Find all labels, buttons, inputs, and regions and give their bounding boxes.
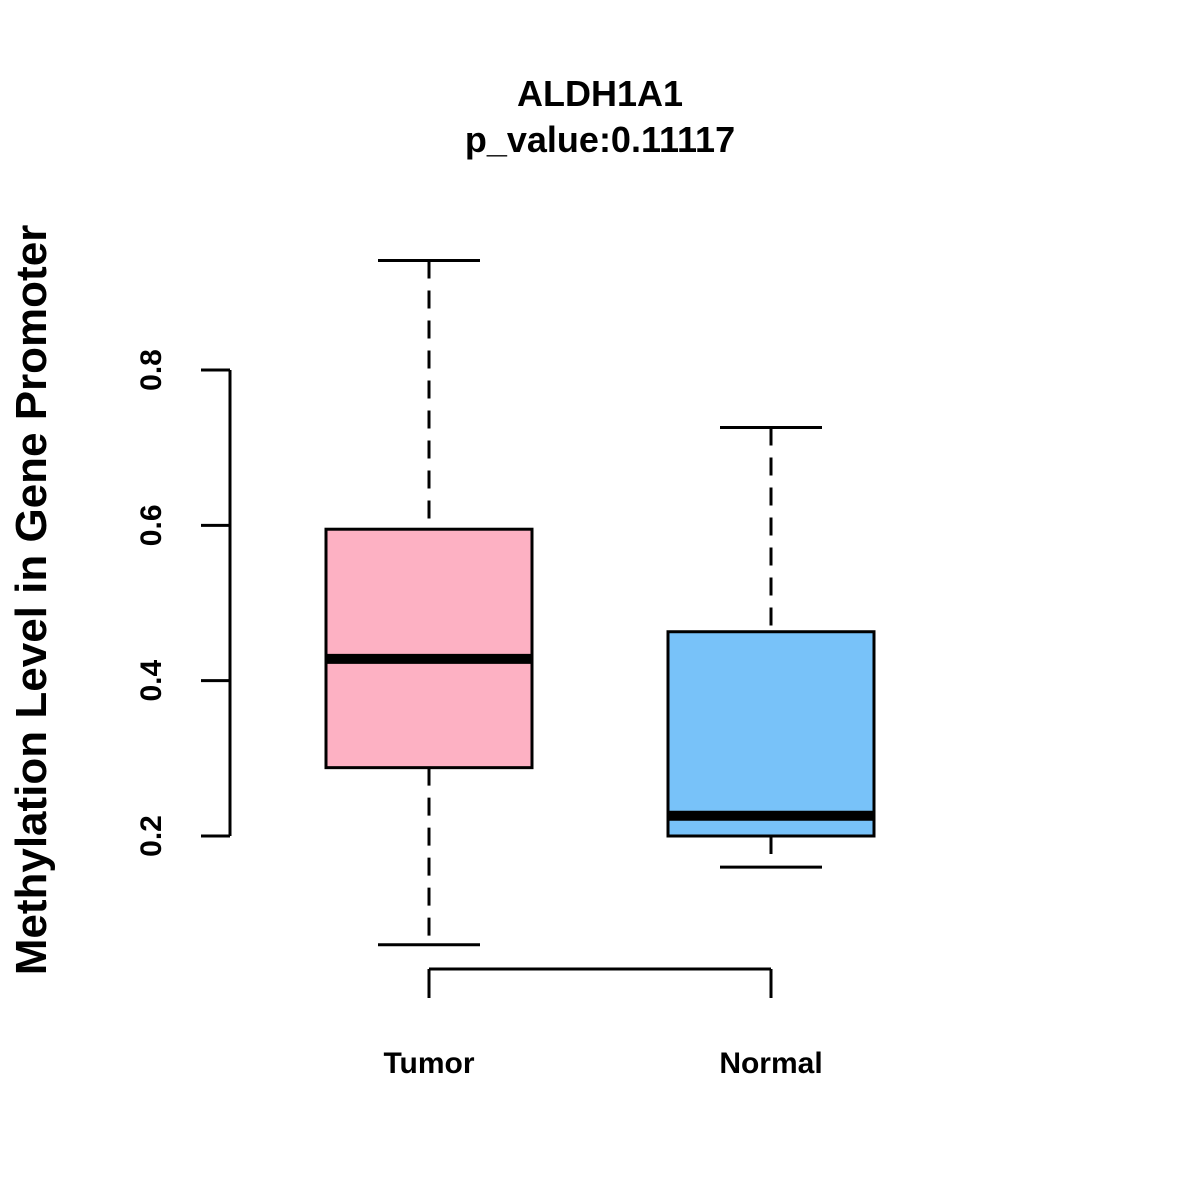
box-iqr-tumor xyxy=(324,527,534,770)
y-axis: 0.2 0.4 0.6 0.8 xyxy=(135,349,232,857)
box-iqr-normal xyxy=(666,630,876,838)
box-tumor xyxy=(324,258,534,947)
y-tick-label-1: 0.4 xyxy=(135,660,168,702)
boxes-layer xyxy=(324,258,876,947)
chart-title: ALDH1A1 xyxy=(517,73,683,114)
chart-subtitle: p_value:0.11117 xyxy=(465,119,735,160)
x-tick-label-normal: Normal xyxy=(719,1047,822,1080)
box-normal xyxy=(666,425,876,869)
y-tick-label-2: 0.6 xyxy=(135,504,168,546)
y-tick-label-0: 0.2 xyxy=(135,815,168,857)
y-tick-label-3: 0.8 xyxy=(135,349,168,391)
x-axis: Tumor Normal xyxy=(383,967,823,1080)
y-axis-label: Methylation Level in Gene Promoter xyxy=(7,225,56,976)
x-tick-label-tumor: Tumor xyxy=(383,1047,474,1080)
